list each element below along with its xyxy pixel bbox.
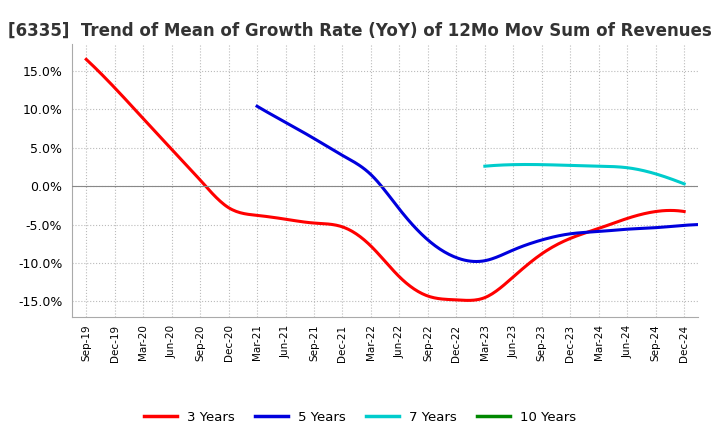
Text: [6335]  Trend of Mean of Growth Rate (YoY) of 12Mo Mov Sum of Revenues: [6335] Trend of Mean of Growth Rate (YoY…	[8, 22, 712, 40]
Legend: 3 Years, 5 Years, 7 Years, 10 Years: 3 Years, 5 Years, 7 Years, 10 Years	[138, 405, 582, 429]
